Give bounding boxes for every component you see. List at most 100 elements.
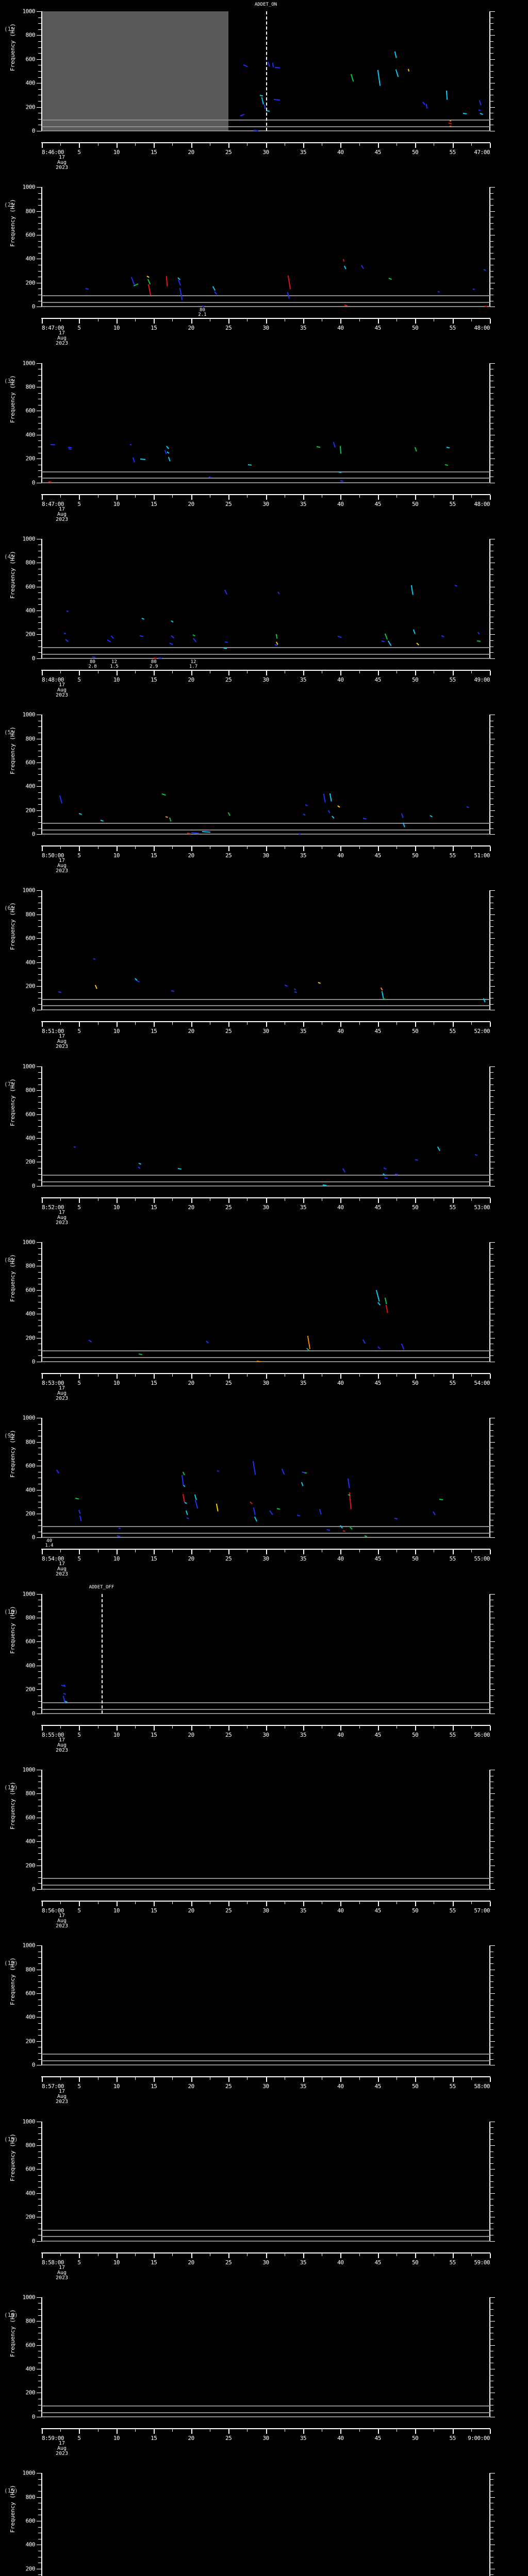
y-tick-right	[490, 440, 493, 442]
reference-line	[42, 1174, 490, 1176]
plot-area: 0 200 400 600 800 1000	[23, 1063, 495, 1189]
time-tick	[116, 2429, 118, 2434]
detection-track	[332, 816, 335, 819]
time-tick	[60, 2077, 61, 2080]
detection-track	[377, 1302, 381, 1306]
y-tick-label: 0	[31, 1534, 36, 1541]
time-axis-bar	[41, 1549, 490, 1550]
y-tick-right	[490, 2023, 493, 2024]
y-tick-right	[490, 2059, 493, 2060]
y-axis-title: Frequency (Hz)	[9, 1254, 16, 1302]
reference-line	[42, 471, 490, 472]
y-tick	[38, 744, 42, 745]
y-tick-label: 0	[31, 303, 36, 310]
date-line: 17	[58, 1033, 65, 1040]
y-tick	[38, 1254, 42, 1255]
time-tick	[359, 2077, 360, 2080]
time-tick-label: 25	[225, 1731, 232, 1738]
time-tick	[471, 2077, 472, 2080]
y-tick-label: 600	[25, 2342, 36, 2349]
detection-track	[342, 1168, 345, 1173]
detection-track	[101, 820, 104, 822]
time-end-label: 51:00	[474, 852, 490, 859]
detection-track	[154, 657, 157, 659]
time-tick-label: 10	[113, 1555, 120, 1563]
time-tick	[303, 846, 304, 852]
y-tick	[38, 792, 42, 793]
y-tick-label: 1000	[22, 1942, 36, 1949]
y-tick-right	[490, 2315, 493, 2316]
time-start-label: 8:58:00	[42, 2259, 64, 2266]
time-tick	[471, 1901, 472, 1904]
y-tick-label: 200	[25, 1334, 36, 1342]
time-tick	[415, 2077, 417, 2082]
detection-track	[111, 635, 114, 639]
y-tick-label: 400	[25, 2365, 36, 2372]
detection-track	[51, 444, 56, 446]
plot-area: 0 200 400 600 800 1000	[23, 1943, 495, 2068]
y-tick-right	[490, 2309, 493, 2310]
y-tick-label: 0	[31, 1358, 36, 1365]
y-tick-right	[490, 1460, 493, 1461]
time-tick-label: 50	[412, 2259, 419, 2266]
time-tick-label: 5	[77, 1204, 81, 1211]
y-tick-right	[490, 1689, 495, 1690]
time-tick	[247, 670, 248, 673]
detection-track	[268, 61, 270, 67]
panel-number: (4)	[4, 553, 14, 560]
time-tick	[471, 1022, 472, 1025]
detection-track	[444, 464, 449, 466]
detection-track	[484, 268, 487, 270]
time-tick-label: 40	[337, 1028, 344, 1035]
plot-area: 0 200 400 600 800 1000	[23, 888, 495, 1013]
y-tick-right	[490, 2139, 493, 2140]
y-tick-right	[490, 2490, 493, 2492]
y-tick-right	[490, 1108, 493, 1109]
time-tick-label: 5	[77, 149, 81, 156]
y-tick-right	[490, 2133, 493, 2134]
plot-panel: (8) Frequency (Hz) 0 200 400 600 800 1000 8:53:0…	[0, 1231, 528, 1406]
y-tick	[38, 828, 42, 829]
time-tick	[116, 1198, 118, 1203]
date-stack: 17 Aug 2023	[49, 331, 75, 346]
detection-track	[327, 1529, 331, 1531]
date-line: Aug	[57, 1214, 67, 1221]
time-tick-label: 40	[337, 2259, 344, 2266]
time-tick-label: 50	[412, 1731, 419, 1738]
y-tick-label: 600	[25, 1111, 36, 1118]
y-tick-right	[490, 2241, 495, 2242]
time-tick-label: 20	[188, 1380, 195, 1387]
time-tick	[359, 495, 360, 498]
y-tick-label: 400	[25, 959, 36, 966]
y-tick-right	[490, 211, 495, 212]
y-tick	[38, 1423, 42, 1425]
time-tick-label: 20	[188, 2083, 195, 2090]
detection-track	[415, 1159, 419, 1161]
reference-line	[42, 2229, 490, 2231]
time-tick-label: 45	[374, 1907, 382, 1914]
y-tick	[37, 1993, 42, 1994]
panel-number: (1)	[4, 26, 14, 32]
y-tick-right	[490, 2053, 493, 2054]
detection-track	[361, 264, 364, 269]
time-tick-label: 20	[188, 1731, 195, 1738]
date-line: 17	[58, 2264, 65, 2270]
y-tick-right	[490, 1975, 493, 1976]
time-tick-label: 40	[337, 1380, 344, 1387]
annotation-line: 80	[90, 659, 95, 665]
detection-track	[68, 448, 72, 450]
time-tick-label: 50	[412, 1028, 419, 1035]
detection-track	[224, 589, 227, 595]
panel-number: (2)	[4, 201, 14, 209]
time-tick	[490, 2077, 491, 2082]
time-tick	[247, 2253, 248, 2256]
y-tick	[38, 926, 42, 927]
date-stack: 17 Aug 2023	[49, 682, 75, 698]
y-axis-title: Frequency (Hz)	[9, 23, 16, 71]
y-axis-left-spine	[41, 1769, 42, 1889]
time-tick	[340, 1725, 342, 1731]
reference-line	[42, 1357, 490, 1358]
time-tick	[303, 670, 304, 675]
reference-line	[42, 2240, 490, 2242]
detection-track	[274, 644, 278, 646]
